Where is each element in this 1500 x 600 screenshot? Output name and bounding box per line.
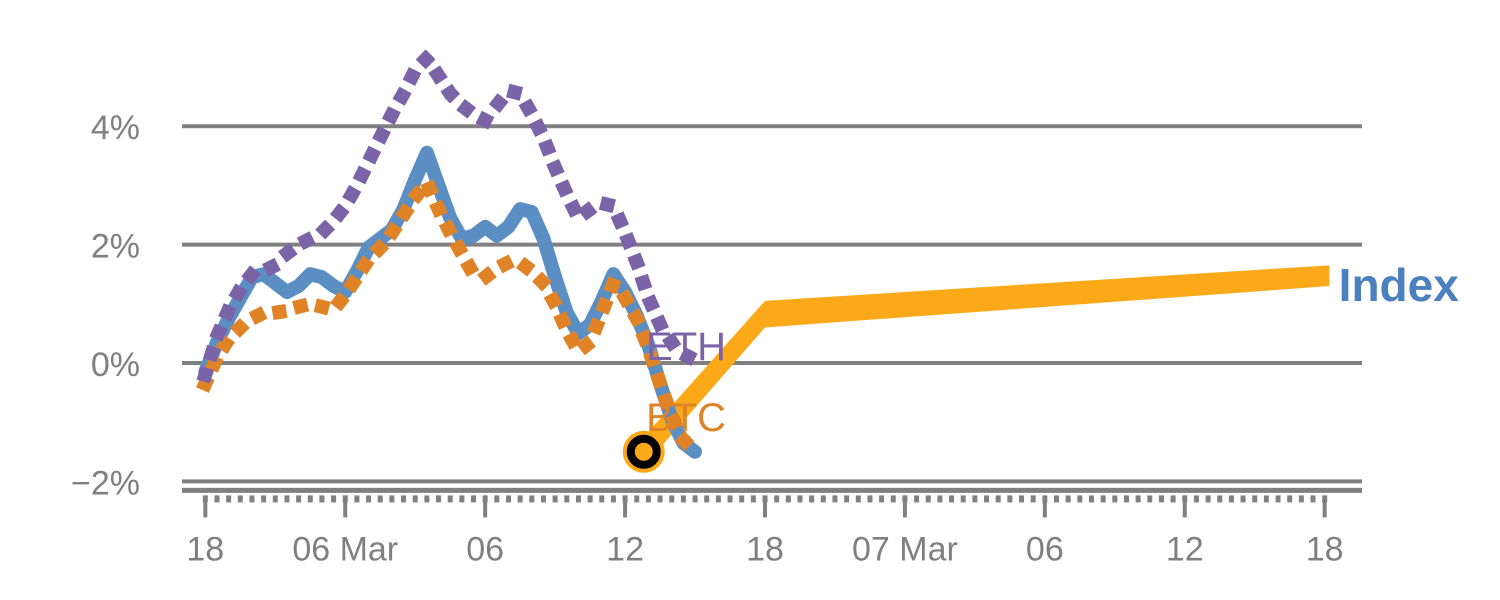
x-tick-label: 18 (746, 530, 784, 568)
x-tick-label: 07 Mar (852, 530, 958, 568)
y-tick-label: 2% (91, 228, 140, 266)
series-group (196, 51, 705, 462)
x-tick-label: 06 (1026, 530, 1064, 568)
x-tick-labels-group: 18 06 Mar 06 12 18 07 Mar 06 12 18 (186, 530, 1343, 568)
series-label-index: Index (1339, 259, 1460, 311)
series-line-eth (196, 51, 705, 384)
x-tick-label: 06 Mar (292, 530, 398, 568)
x-tick-label: 06 (466, 530, 504, 568)
x-tick-label: 12 (1166, 530, 1204, 568)
x-axis-group (182, 487, 1362, 518)
y-tick-label: 4% (91, 109, 140, 147)
series-line-index (198, 145, 702, 459)
inline-series-labels: ETH BTC Index (646, 259, 1459, 440)
forecast-band (643, 265, 1330, 467)
x-tick-label: 18 (186, 530, 224, 568)
x-tick-label: 18 (1306, 530, 1344, 568)
x-tick-label: 12 (606, 530, 644, 568)
series-label-eth: ETH (646, 325, 726, 369)
y-tick-label: −2% (71, 464, 140, 502)
forecast-area (643, 265, 1330, 467)
y-tick-labels-group: −2% 0% 2% 4% (71, 109, 140, 502)
marker-ring[interactable] (626, 434, 661, 469)
current-value-marker[interactable] (622, 430, 665, 473)
series-label-btc: BTC (646, 396, 726, 440)
y-tick-label: 0% (91, 346, 140, 384)
series-line-btc (196, 175, 705, 462)
